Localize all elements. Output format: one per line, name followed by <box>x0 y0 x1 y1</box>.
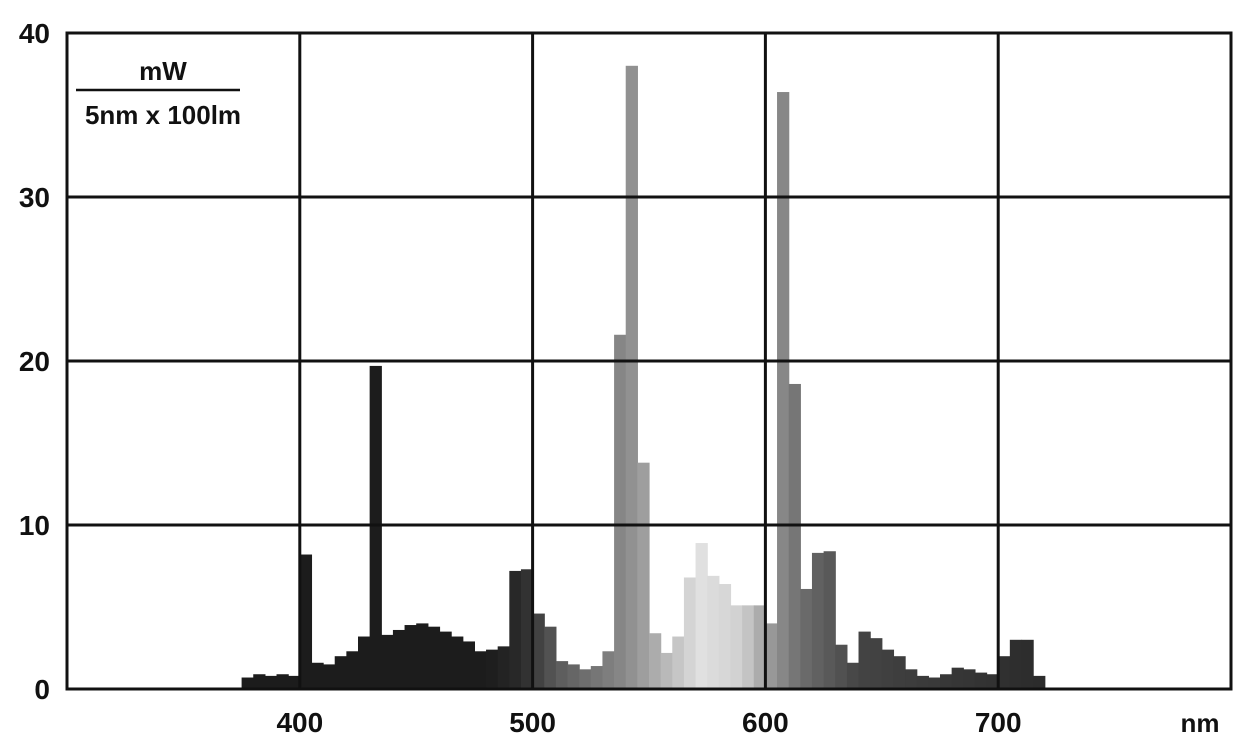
x-tick-labels: 400 500 600 700 <box>276 707 1021 738</box>
spectrum-bar-550nm <box>649 633 662 689</box>
spectrum-bar-555nm <box>660 652 673 689</box>
y-tick-label-10: 10 <box>19 510 50 541</box>
spectrum-bar-435nm <box>381 634 394 689</box>
spectrum-bar-645nm <box>870 638 883 689</box>
spectrum-bar-515nm <box>567 664 580 689</box>
spectrum-bar-675nm <box>940 674 953 689</box>
spectrum-bar-425nm <box>358 636 371 689</box>
spectrum-bar-630nm <box>835 644 848 689</box>
spectrum-bar-620nm <box>811 552 825 689</box>
spectrum-bar-395nm <box>288 675 301 689</box>
spectrum-bar-520nm <box>579 669 592 689</box>
spectrum-bar-695nm <box>986 674 999 689</box>
y-unit-numerator: mW <box>139 56 187 86</box>
spectrum-bar-560nm <box>672 636 685 689</box>
spectrum-bar-710nm <box>1021 639 1034 689</box>
spectrum-bar-380nm <box>253 674 266 689</box>
spectrum-bar-705nm <box>1009 639 1023 689</box>
bars-layer <box>241 65 1046 690</box>
spectrum-bar-470nm <box>462 641 475 689</box>
spectrum-bar-670nm <box>928 677 941 689</box>
spectrum-bar-685nm <box>963 669 976 689</box>
spectrum-bar-420nm <box>346 651 359 689</box>
spectrum-bar-385nm <box>264 675 278 689</box>
grid-layer <box>67 33 1231 689</box>
y-tick-label-30: 30 <box>19 182 50 213</box>
spectrum-bar-525nm <box>590 666 604 689</box>
x-tick-label-400: 400 <box>276 707 323 738</box>
spectrum-bar-570nm <box>695 543 708 689</box>
spectrum-bar-495nm <box>520 569 534 689</box>
spectrum-bar-415nm <box>334 656 347 689</box>
spectrum-bar-460nm <box>439 631 452 689</box>
spectrum-bar-665nm <box>916 675 929 689</box>
y-tick-label-0: 0 <box>34 674 50 705</box>
spectrum-bar-585nm <box>730 605 743 689</box>
spectrum-bar-605nm <box>777 92 790 690</box>
x-unit-label: nm <box>1181 708 1220 738</box>
spectrum-bar-480nm <box>486 649 499 689</box>
y-tick-label-40: 40 <box>19 18 50 49</box>
spectrum-bar-615nm <box>800 588 813 689</box>
spectrum-bar-595nm <box>753 605 766 689</box>
spectrum-bar-465nm <box>451 636 464 689</box>
spectrum-bar-440nm <box>392 629 406 689</box>
y-tick-labels: 0 10 20 30 40 <box>19 18 50 705</box>
spectrum-bar-580nm <box>718 584 732 689</box>
y-unit-denominator: 5nm x 100lm <box>85 100 241 130</box>
spectrum-bar-680nm <box>951 667 964 689</box>
spectrum-bar-660nm <box>905 669 918 689</box>
spectrum-bar-575nm <box>707 575 720 689</box>
y-tick-label-20: 20 <box>19 346 50 377</box>
spectrum-bar-500nm <box>532 613 545 689</box>
spectrum-bar-700nm <box>998 656 1011 689</box>
spectrum-bar-405nm <box>311 662 324 689</box>
spectrum-bar-545nm <box>637 462 650 689</box>
spectrum-bar-535nm <box>614 334 627 689</box>
spectrum-bar-590nm <box>742 605 755 689</box>
spectrum-bar-650nm <box>881 649 895 689</box>
spectrum-bar-400nm <box>299 554 313 689</box>
x-tick-label-600: 600 <box>742 707 789 738</box>
plot-frame <box>65 31 1233 691</box>
spectrum-bar-455nm <box>427 626 441 689</box>
x-tick-label-700: 700 <box>975 707 1022 738</box>
spectrum-bar-430nm <box>369 365 382 689</box>
spectrum-bar-505nm <box>544 626 557 689</box>
spectrum-bar-485nm <box>497 646 510 689</box>
spectrum-bar-635nm <box>846 662 860 689</box>
spectrum-bar-640nm <box>858 631 871 689</box>
spectrum-bar-715nm <box>1033 675 1046 689</box>
spectrum-bar-390nm <box>276 674 289 689</box>
spectrum-bar-600nm <box>765 623 778 689</box>
spectrum-bar-540nm <box>625 65 638 690</box>
spectrum-bar-530nm <box>602 651 615 689</box>
spectrum-bar-450nm <box>416 623 429 689</box>
spectrum-bar-410nm <box>323 664 336 689</box>
spectrum-bar-375nm <box>241 677 254 689</box>
spectrum-bar-690nm <box>974 672 988 689</box>
spectrum-bar-565nm <box>683 577 697 689</box>
spectrum-bar-655nm <box>893 656 906 689</box>
spectrum-bar-610nm <box>788 383 801 689</box>
spectrum-bar-445nm <box>404 625 417 689</box>
x-tick-label-500: 500 <box>509 707 556 738</box>
spectrum-bar-625nm <box>823 551 836 689</box>
y-unit-label: mW 5nm x 100lm <box>76 56 241 130</box>
spectrum-bar-490nm <box>509 570 522 689</box>
spectrum-bar-475nm <box>474 651 487 689</box>
spectrum-bar-510nm <box>555 661 569 689</box>
